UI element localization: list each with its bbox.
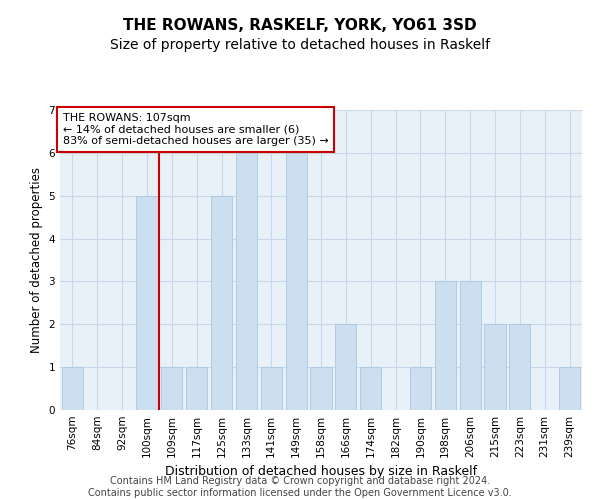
Text: Size of property relative to detached houses in Raskelf: Size of property relative to detached ho…: [110, 38, 490, 52]
Text: THE ROWANS: 107sqm
← 14% of detached houses are smaller (6)
83% of semi-detached: THE ROWANS: 107sqm ← 14% of detached hou…: [62, 113, 328, 146]
Bar: [62, 367, 83, 410]
Bar: [509, 324, 530, 410]
X-axis label: Distribution of detached houses by size in Raskelf: Distribution of detached houses by size …: [165, 466, 477, 478]
Bar: [186, 367, 207, 410]
Text: Contains HM Land Registry data © Crown copyright and database right 2024.
Contai: Contains HM Land Registry data © Crown c…: [88, 476, 512, 498]
Y-axis label: Number of detached properties: Number of detached properties: [30, 167, 43, 353]
Bar: [360, 367, 381, 410]
Bar: [236, 153, 257, 410]
Bar: [161, 367, 182, 410]
Bar: [484, 324, 506, 410]
Text: THE ROWANS, RASKELF, YORK, YO61 3SD: THE ROWANS, RASKELF, YORK, YO61 3SD: [123, 18, 477, 32]
Bar: [460, 282, 481, 410]
Bar: [261, 367, 282, 410]
Bar: [410, 367, 431, 410]
Bar: [211, 196, 232, 410]
Bar: [310, 367, 332, 410]
Bar: [559, 367, 580, 410]
Bar: [335, 324, 356, 410]
Bar: [435, 282, 456, 410]
Bar: [286, 153, 307, 410]
Bar: [136, 196, 158, 410]
